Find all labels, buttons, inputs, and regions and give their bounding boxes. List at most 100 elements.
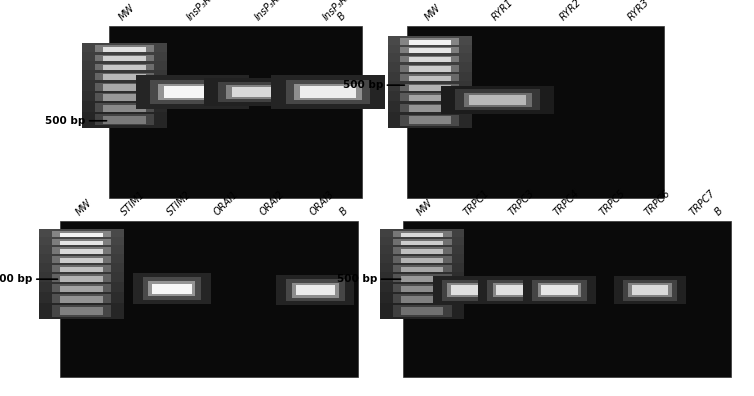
FancyBboxPatch shape	[400, 38, 459, 50]
Text: MW: MW	[118, 3, 137, 23]
FancyBboxPatch shape	[39, 282, 124, 298]
Text: MW: MW	[423, 3, 443, 23]
FancyBboxPatch shape	[380, 263, 464, 278]
FancyBboxPatch shape	[388, 62, 472, 78]
FancyBboxPatch shape	[82, 80, 167, 96]
FancyBboxPatch shape	[401, 267, 443, 274]
FancyBboxPatch shape	[39, 237, 124, 253]
FancyBboxPatch shape	[95, 55, 154, 66]
FancyBboxPatch shape	[451, 286, 487, 295]
FancyBboxPatch shape	[401, 233, 443, 241]
FancyBboxPatch shape	[388, 101, 472, 117]
FancyBboxPatch shape	[60, 276, 103, 284]
FancyBboxPatch shape	[393, 239, 452, 250]
Text: STIM2: STIM2	[165, 189, 193, 217]
FancyBboxPatch shape	[455, 89, 540, 110]
FancyBboxPatch shape	[133, 273, 211, 304]
FancyBboxPatch shape	[60, 296, 103, 304]
FancyBboxPatch shape	[393, 265, 452, 276]
Text: InsP₃R3: InsP₃R3	[321, 0, 354, 23]
FancyBboxPatch shape	[39, 253, 124, 269]
FancyBboxPatch shape	[60, 286, 103, 294]
FancyBboxPatch shape	[393, 284, 452, 295]
FancyBboxPatch shape	[60, 241, 103, 249]
FancyBboxPatch shape	[103, 84, 146, 92]
FancyBboxPatch shape	[149, 281, 195, 296]
FancyBboxPatch shape	[82, 101, 167, 117]
FancyBboxPatch shape	[276, 275, 354, 305]
FancyBboxPatch shape	[95, 64, 154, 75]
FancyBboxPatch shape	[103, 56, 146, 64]
FancyBboxPatch shape	[52, 284, 111, 295]
FancyBboxPatch shape	[401, 307, 443, 315]
FancyBboxPatch shape	[52, 295, 111, 306]
Text: InsP₃R2: InsP₃R2	[253, 0, 287, 23]
FancyBboxPatch shape	[487, 280, 541, 301]
FancyBboxPatch shape	[95, 73, 154, 84]
FancyBboxPatch shape	[103, 74, 146, 82]
FancyBboxPatch shape	[388, 44, 472, 60]
FancyBboxPatch shape	[380, 292, 464, 308]
FancyBboxPatch shape	[109, 26, 362, 198]
FancyBboxPatch shape	[103, 65, 146, 73]
FancyBboxPatch shape	[433, 276, 505, 304]
FancyBboxPatch shape	[218, 82, 302, 103]
FancyBboxPatch shape	[60, 257, 103, 265]
FancyBboxPatch shape	[401, 296, 443, 304]
FancyBboxPatch shape	[60, 267, 103, 274]
FancyBboxPatch shape	[442, 280, 496, 301]
FancyBboxPatch shape	[400, 104, 459, 115]
FancyBboxPatch shape	[39, 272, 124, 288]
Text: TRPC1: TRPC1	[462, 188, 492, 217]
FancyBboxPatch shape	[271, 75, 385, 109]
FancyBboxPatch shape	[532, 280, 587, 301]
FancyBboxPatch shape	[401, 257, 443, 265]
FancyBboxPatch shape	[95, 82, 154, 93]
FancyBboxPatch shape	[150, 80, 234, 105]
Text: 500 bp: 500 bp	[336, 274, 377, 284]
FancyBboxPatch shape	[95, 103, 154, 114]
FancyBboxPatch shape	[400, 93, 459, 105]
Text: TRPC3: TRPC3	[507, 188, 537, 217]
FancyBboxPatch shape	[614, 276, 686, 304]
FancyBboxPatch shape	[409, 40, 451, 48]
FancyBboxPatch shape	[380, 245, 464, 261]
FancyBboxPatch shape	[496, 286, 532, 295]
FancyBboxPatch shape	[286, 279, 345, 301]
FancyBboxPatch shape	[296, 285, 335, 295]
Text: B: B	[336, 11, 348, 23]
Text: B: B	[339, 206, 350, 217]
FancyBboxPatch shape	[380, 303, 464, 319]
FancyBboxPatch shape	[158, 84, 226, 101]
Text: MW: MW	[75, 198, 94, 217]
FancyBboxPatch shape	[400, 74, 459, 85]
FancyBboxPatch shape	[204, 78, 317, 106]
Text: STIM1: STIM1	[120, 189, 148, 217]
FancyBboxPatch shape	[380, 229, 464, 245]
FancyBboxPatch shape	[409, 48, 451, 56]
FancyBboxPatch shape	[95, 93, 154, 104]
FancyBboxPatch shape	[52, 231, 111, 242]
FancyBboxPatch shape	[388, 53, 472, 69]
FancyBboxPatch shape	[441, 86, 554, 114]
Text: TRPC4: TRPC4	[553, 188, 582, 217]
FancyBboxPatch shape	[409, 76, 451, 84]
FancyBboxPatch shape	[541, 286, 578, 295]
FancyBboxPatch shape	[409, 116, 451, 124]
FancyBboxPatch shape	[380, 253, 464, 269]
FancyBboxPatch shape	[380, 282, 464, 298]
FancyBboxPatch shape	[52, 274, 111, 286]
FancyBboxPatch shape	[464, 93, 532, 107]
FancyBboxPatch shape	[286, 80, 370, 105]
FancyBboxPatch shape	[60, 307, 103, 315]
FancyBboxPatch shape	[407, 26, 664, 198]
FancyBboxPatch shape	[232, 88, 288, 97]
FancyBboxPatch shape	[623, 280, 677, 301]
FancyBboxPatch shape	[39, 245, 124, 261]
Text: RYR3: RYR3	[627, 0, 651, 23]
FancyBboxPatch shape	[469, 95, 526, 105]
FancyBboxPatch shape	[409, 95, 451, 103]
FancyBboxPatch shape	[103, 95, 146, 103]
FancyBboxPatch shape	[401, 241, 443, 249]
FancyBboxPatch shape	[401, 276, 443, 284]
